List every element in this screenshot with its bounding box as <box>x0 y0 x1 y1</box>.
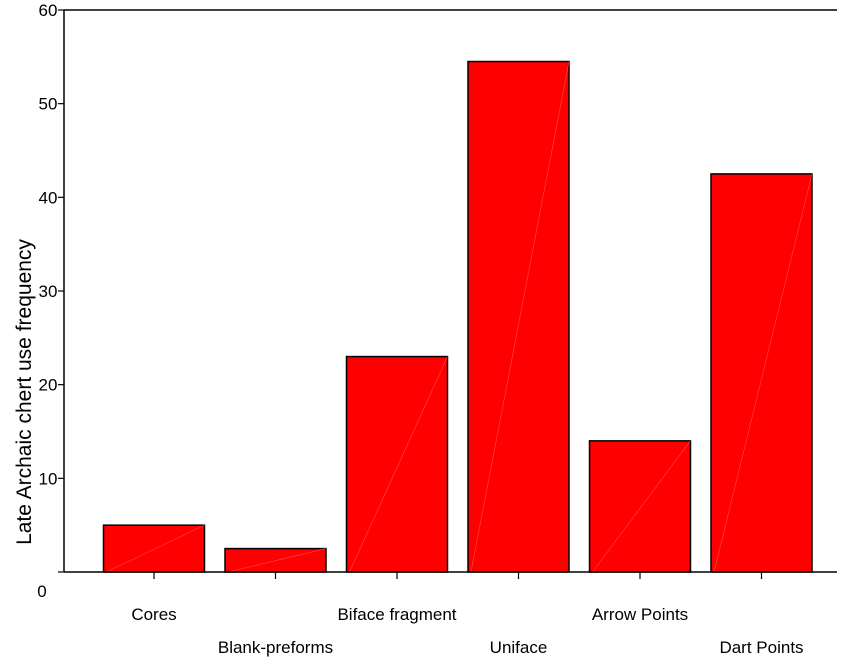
y-tick-label-0: 0 <box>37 582 46 601</box>
y-tick-label-50: 50 <box>39 95 58 114</box>
x-tick-label-uniface: Uniface <box>490 638 548 657</box>
x-tick-label-biface-fragment: Biface fragment <box>337 605 456 624</box>
bar-diagonal-1 <box>227 548 327 573</box>
x-tick-label-blank-preforms: Blank-preforms <box>218 638 333 657</box>
x-tick-label-dart-points: Dart Points <box>719 638 803 657</box>
y-tick-label-30: 30 <box>39 282 58 301</box>
y-tick-label-10: 10 <box>39 469 58 488</box>
bar-diagonal-4 <box>592 440 691 573</box>
bars-layer <box>102 60 813 573</box>
x-tick-label-arrow-points: Arrow Points <box>592 605 688 624</box>
bar-diagonal-0 <box>106 524 205 573</box>
axes-layer <box>58 9 837 579</box>
bar-dart-points <box>710 173 813 573</box>
y-axis-label: Late Archaic chert use frequency <box>13 239 36 545</box>
bar-biface-fragment <box>345 355 449 573</box>
bar-arrow-points <box>588 440 692 573</box>
x-tick-label-cores: Cores <box>131 605 176 624</box>
y-tick-label-60: 60 <box>39 1 58 20</box>
y-tick-label-20: 20 <box>39 376 58 395</box>
bar-uniface <box>467 60 570 573</box>
bar-diagonal-2 <box>349 356 448 573</box>
y-tick-label-40: 40 <box>39 188 58 207</box>
bar-diagonal-3 <box>470 61 570 573</box>
bar-diagonal-5 <box>713 173 813 573</box>
